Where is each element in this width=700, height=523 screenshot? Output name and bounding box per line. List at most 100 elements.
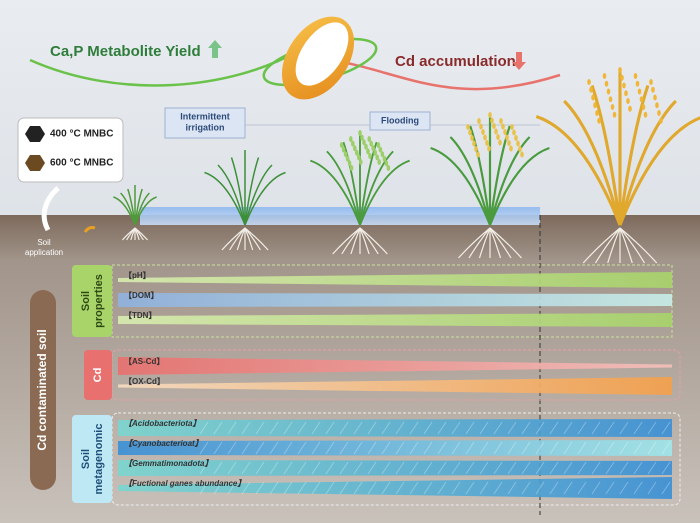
trend-band (118, 377, 672, 395)
grain (501, 123, 505, 130)
stage-label: Flooding (381, 115, 419, 125)
hatch (563, 441, 573, 455)
hatch (647, 461, 657, 475)
grain (364, 143, 368, 150)
band-label: 【AS-Cd】 (124, 356, 164, 366)
hatch (395, 421, 405, 435)
decoration: 【pH】【DOM】【TDN】【AS-Cd】【OX-Cd】【Acidobacter… (118, 270, 672, 499)
root (359, 227, 388, 255)
hatch (577, 441, 587, 455)
grain (481, 129, 485, 135)
material: 600 °C MNBC (50, 158, 113, 169)
grain (380, 151, 385, 158)
leaf (488, 136, 531, 226)
grain (516, 140, 520, 147)
band-label: 【Acidobacteriota】 (124, 419, 200, 428)
hatch (367, 481, 377, 495)
hatch (577, 461, 587, 475)
stage-label: Intermittent irrigation (180, 112, 230, 133)
hatch (423, 421, 433, 435)
leaf (217, 164, 246, 226)
hatch (325, 421, 335, 435)
text-line: properties (93, 274, 105, 328)
leaf (359, 150, 394, 226)
hatch (521, 421, 531, 435)
trend-band (118, 272, 672, 288)
grain (384, 160, 389, 167)
grain (593, 102, 597, 109)
grain (608, 96, 613, 103)
grain (373, 149, 378, 156)
seedling (83, 226, 96, 233)
grain (353, 145, 357, 152)
grain (378, 146, 383, 153)
hatch (465, 481, 475, 495)
hatch (311, 481, 321, 495)
grain (341, 146, 346, 153)
leaf (244, 164, 273, 226)
hatch (339, 421, 349, 435)
text-line: application (25, 248, 63, 257)
hatch (535, 461, 545, 475)
grain (488, 112, 492, 118)
decoration (84, 350, 112, 400)
rice-plant (310, 130, 410, 255)
hatch (241, 441, 251, 455)
hatch (367, 421, 377, 435)
grain (367, 136, 372, 142)
hatch (605, 481, 615, 495)
cd-label: Cd accumulation (395, 53, 516, 70)
hatch (493, 481, 503, 495)
group-label: Soilmetagenomic (80, 424, 105, 495)
root (229, 227, 246, 251)
leaf (488, 146, 550, 226)
grain (494, 128, 498, 135)
grain (470, 135, 474, 141)
hatch (255, 421, 265, 435)
hatch (325, 481, 335, 495)
hatch (535, 441, 545, 455)
leaf (618, 116, 700, 226)
hatch (619, 461, 629, 475)
band-label: 【Gemmatimonadota】 (124, 459, 212, 468)
root (619, 227, 658, 264)
grain (589, 86, 593, 93)
leaf (535, 115, 622, 226)
leaf (618, 99, 677, 226)
hatch (325, 461, 335, 475)
grain (587, 79, 591, 85)
grain (369, 140, 374, 147)
hatch (479, 421, 489, 435)
hatch (605, 441, 615, 455)
grain (476, 151, 480, 158)
root (594, 227, 621, 264)
hatch (311, 441, 321, 455)
grain (371, 145, 376, 152)
application-label: Soil application (25, 238, 63, 257)
grain (496, 134, 500, 140)
hatch (619, 421, 629, 435)
root (478, 227, 491, 259)
root (489, 227, 502, 259)
hatch (437, 481, 447, 495)
hatch (563, 421, 573, 435)
hatch (437, 461, 447, 475)
grain (612, 111, 617, 118)
hatch (255, 461, 265, 475)
grain (474, 146, 478, 152)
leaf (449, 136, 492, 226)
hatch (283, 461, 293, 475)
band-label: 【DOM】 (124, 290, 159, 300)
hatch (493, 461, 503, 475)
grain (518, 146, 522, 152)
side-label: Cd contaminated soil (35, 329, 49, 450)
hatch (409, 481, 419, 495)
root (607, 227, 621, 264)
grain (649, 79, 653, 85)
decoration (72, 265, 112, 337)
decoration (25, 155, 45, 171)
trend-band (118, 477, 672, 499)
grain (343, 151, 348, 158)
text-line: irrigation (185, 123, 224, 133)
